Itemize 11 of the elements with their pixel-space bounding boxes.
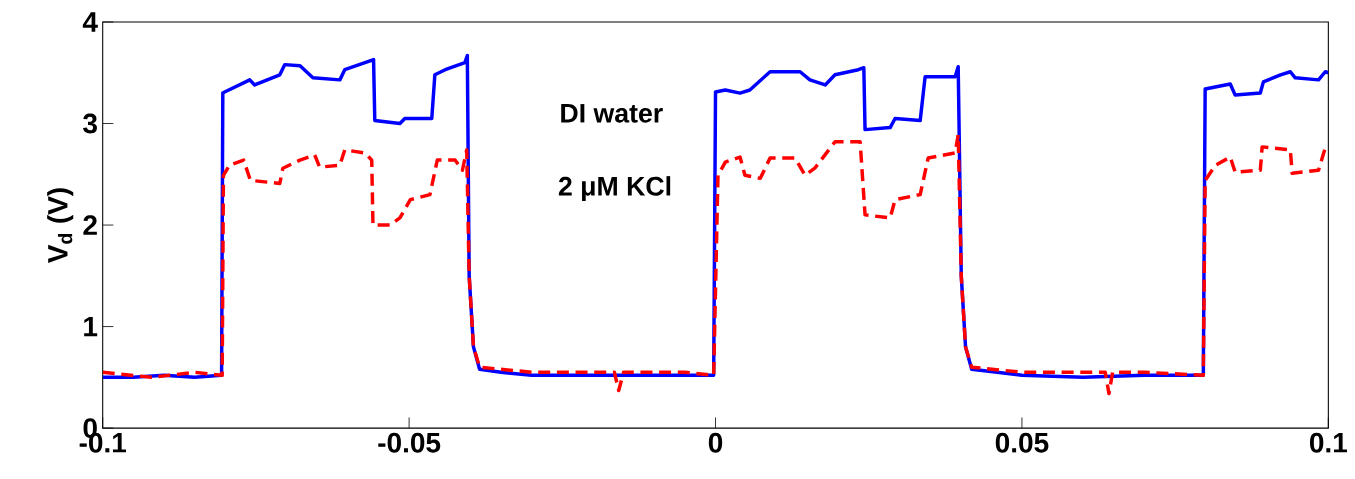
y-tick-label: 2 xyxy=(83,215,97,235)
y-tick-label: 3 xyxy=(83,113,97,134)
y-tick-label: 1 xyxy=(84,317,98,337)
x-tick-label: 0 xyxy=(708,432,723,453)
x-tick-label: 0.1 xyxy=(1309,432,1348,453)
x-tick-label: -0.05 xyxy=(378,432,441,453)
y-tick-label: 4 xyxy=(82,12,98,32)
y-axis-title: V$_{d}$ (V) xyxy=(47,188,74,264)
series-label: DI water xyxy=(561,104,663,123)
series-label: 2 μM KCl xyxy=(558,176,671,201)
x-tick-label: 0.05 xyxy=(995,432,1049,453)
